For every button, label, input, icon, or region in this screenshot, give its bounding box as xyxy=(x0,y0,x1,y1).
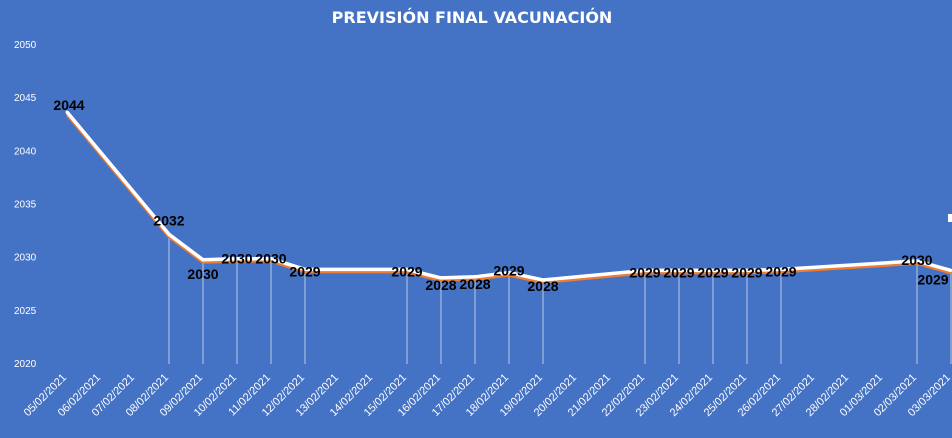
data-label: 2029 xyxy=(663,264,694,280)
data-point xyxy=(167,232,171,236)
resize-handle[interactable] xyxy=(948,214,952,222)
data-point xyxy=(541,278,545,282)
y-tick-label: 2025 xyxy=(14,306,37,317)
data-point xyxy=(303,267,307,271)
data-point xyxy=(507,271,511,275)
series-shadow-line xyxy=(65,113,952,284)
data-label: 2029 xyxy=(629,264,660,280)
data-label: 2029 xyxy=(697,264,728,280)
data-label: 2044 xyxy=(53,97,84,113)
data-label: 2029 xyxy=(493,263,524,279)
series-line xyxy=(65,110,952,282)
data-point xyxy=(643,268,647,272)
data-point xyxy=(779,267,783,271)
chart-title: PREVISIÓN FINAL VACUNACIÓN xyxy=(332,8,613,27)
data-label: 2030 xyxy=(901,252,932,268)
data-label: 2028 xyxy=(459,276,490,292)
y-tick-label: 2020 xyxy=(14,359,37,370)
data-label: 2030 xyxy=(221,251,252,267)
data-label: 2029 xyxy=(391,263,422,279)
data-point xyxy=(677,268,681,272)
data-point xyxy=(473,275,477,279)
data-label: 2030 xyxy=(187,266,218,282)
data-point xyxy=(915,259,919,263)
y-tick-label: 2030 xyxy=(14,253,37,264)
data-label: 2029 xyxy=(289,263,320,279)
y-tick-label: 2045 xyxy=(14,93,37,104)
data-label: 2029 xyxy=(731,264,762,280)
data-point xyxy=(745,268,749,272)
data-label: 2029 xyxy=(765,263,796,279)
data-point xyxy=(405,267,409,271)
data-point xyxy=(269,257,273,261)
y-tick-label: 2035 xyxy=(14,200,37,211)
series xyxy=(65,110,952,284)
data-point xyxy=(201,258,205,262)
data-point xyxy=(235,257,239,261)
data-point xyxy=(949,268,952,272)
drop-lines xyxy=(168,234,952,364)
data-point xyxy=(65,110,69,114)
data-points xyxy=(65,110,952,282)
data-label: 2028 xyxy=(425,277,456,293)
data-label: 2029 xyxy=(917,271,948,287)
data-label: 2032 xyxy=(153,212,184,228)
y-tick-label: 2050 xyxy=(14,40,37,51)
data-point xyxy=(711,268,715,272)
data-label: 2028 xyxy=(527,278,558,294)
y-axis: 2020 2025 2030 2035 2040 2045 2050 xyxy=(14,40,37,370)
data-label: 2030 xyxy=(255,251,286,267)
y-tick-label: 2040 xyxy=(14,146,37,157)
data-point xyxy=(439,276,443,280)
